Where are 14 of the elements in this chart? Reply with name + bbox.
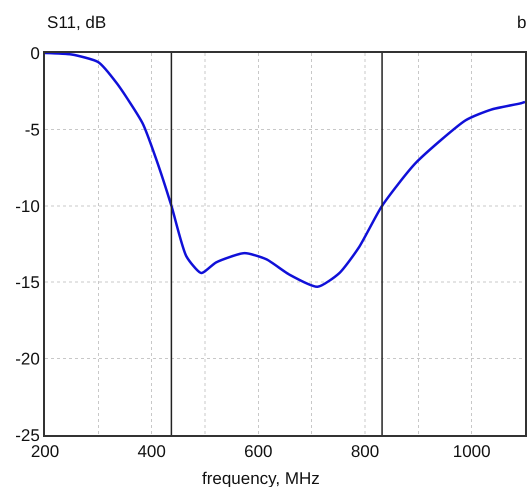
x-tick-label: 400 [137, 442, 166, 462]
text: b [517, 13, 526, 32]
x-tick-label: 800 [350, 442, 380, 462]
x-tick-label: 1000 [452, 442, 491, 462]
y-tick-label: 0 [30, 44, 40, 63]
y-tick-label: -15 [15, 273, 40, 292]
y-tick-label: -25 [15, 426, 40, 445]
y-axis-title: S11, dB [47, 13, 106, 32]
y-tick-label: -20 [15, 350, 40, 369]
y-tick-label: -10 [15, 196, 40, 216]
x-tick-label: 200 [30, 442, 60, 462]
line-series [45, 53, 525, 288]
y-tick-label: -5 [24, 120, 40, 140]
x-tick-label: 600 [244, 442, 273, 462]
